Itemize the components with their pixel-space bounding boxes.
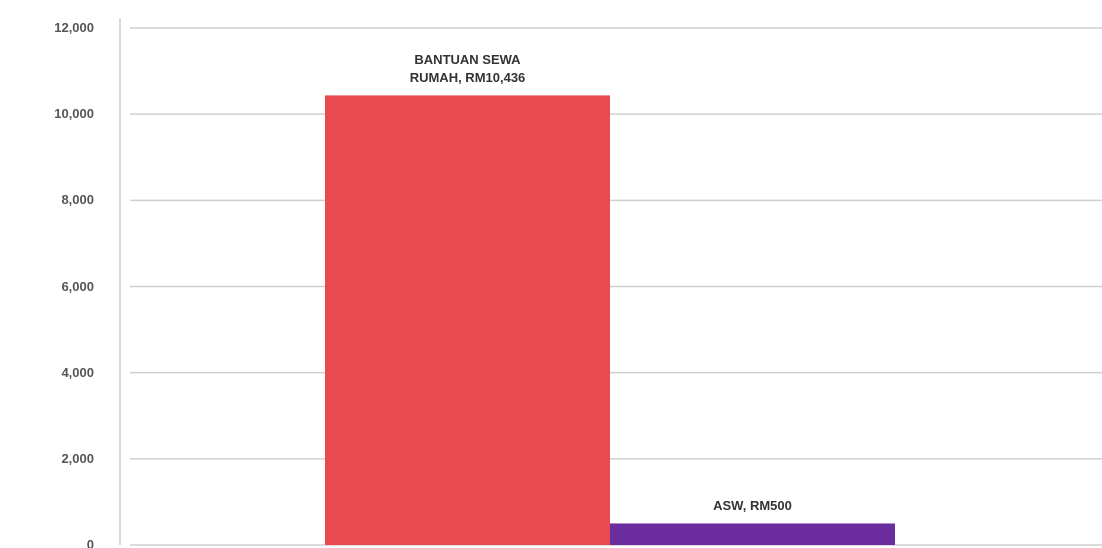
bar xyxy=(610,523,895,545)
y-tick-label: 4,000 xyxy=(61,364,94,380)
data-label: ASW, RM500 xyxy=(713,498,792,514)
y-tick-label: 2,000 xyxy=(61,450,94,466)
y-tick-label: 8,000 xyxy=(61,192,94,208)
y-tick-label: 6,000 xyxy=(61,278,94,294)
y-tick-label: 10,000 xyxy=(54,106,94,122)
y-tick-label: 12,000 xyxy=(54,20,94,35)
data-label: BANTUAN SEWA RUMAH, RM10,436 xyxy=(409,52,526,86)
bar xyxy=(325,95,610,546)
y-tick-label: 0 xyxy=(86,537,94,548)
